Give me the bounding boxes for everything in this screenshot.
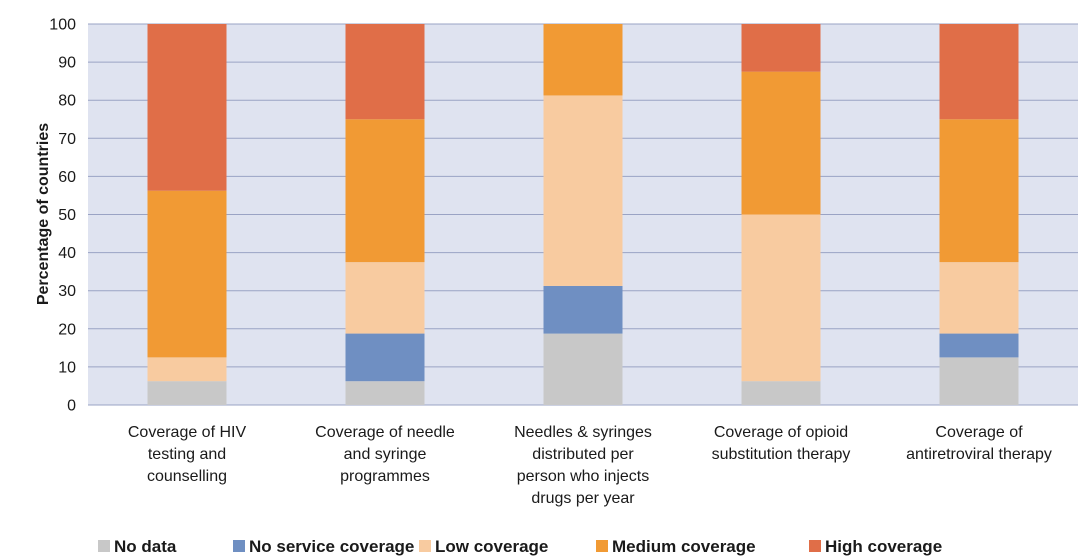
y-tick-label: 60 — [58, 169, 76, 186]
bar-segment — [741, 24, 821, 72]
bar-segment — [939, 262, 1019, 334]
y-tick-label: 40 — [58, 245, 76, 262]
y-tick-label: 30 — [58, 283, 76, 300]
bar-segment — [345, 24, 425, 120]
category-labels: Coverage of HIV testing and counsellingCov… — [128, 424, 1052, 507]
category-label: Coverage of HIV testing and counselling — [128, 424, 247, 485]
category-label-line: counselling — [147, 468, 227, 485]
category-label-line: Coverage of HIV — [128, 424, 247, 441]
y-tick-label: 70 — [58, 131, 76, 148]
y-tick-label: 90 — [58, 55, 76, 72]
y-tick-label: 10 — [58, 359, 76, 376]
bar-segment — [345, 262, 425, 334]
category-label-line: Needles & syringes — [514, 424, 652, 441]
category-label: Coverage of needle and syringe programmes — [315, 424, 455, 485]
bar-segment — [741, 71, 821, 215]
category-label-line: substitution therapy — [712, 446, 851, 463]
category-label-line: programmes — [340, 468, 430, 485]
legend-swatch — [98, 540, 110, 552]
legend-label: Low coverage — [435, 537, 548, 556]
category-label: Coverage of antiretroviral therapy — [906, 424, 1052, 463]
legend-swatch — [596, 540, 608, 552]
category-label-line: Coverage of needle — [315, 424, 455, 441]
category-label-line: testing and — [148, 446, 226, 463]
category-label-line: distributed per — [532, 446, 634, 463]
category-label-line: antiretroviral therapy — [906, 446, 1052, 463]
legend-label: Medium coverage — [612, 537, 756, 556]
legend-swatch — [809, 540, 821, 552]
legend-label: High coverage — [825, 537, 942, 556]
bar-segment — [147, 190, 227, 358]
y-tick-label: 0 — [67, 398, 76, 415]
category-label-line: Coverage of opioid — [714, 424, 848, 441]
y-tick-label: 20 — [58, 321, 76, 338]
bar-segment — [345, 381, 425, 405]
legend-swatch — [233, 540, 245, 552]
bars — [147, 24, 1019, 405]
bar-segment — [543, 24, 623, 96]
category-label-line: drugs per year — [531, 490, 635, 507]
bar-segment — [345, 333, 425, 382]
category-label-line: Coverage of — [935, 424, 1023, 441]
bar-segment — [345, 119, 425, 263]
category-label: Needles & syringes distributed per person … — [514, 424, 652, 507]
category-label-line: person who injects — [517, 468, 650, 485]
y-tick-label: 80 — [58, 93, 76, 110]
bar-segment — [543, 285, 623, 334]
bar-segment — [147, 357, 227, 382]
legend-swatch — [419, 540, 431, 552]
legend-label: No service coverage — [249, 537, 414, 556]
bar-segment — [741, 381, 821, 405]
bar-segment — [543, 333, 623, 405]
bar-segment — [939, 24, 1019, 120]
bar-segment — [939, 333, 1019, 358]
bar-segment — [147, 381, 227, 405]
y-tick-labels: 0 10 20 30 40 50 60 70 80 90 100 — [49, 17, 76, 415]
legend: No data No service coverage Low coverage Me… — [98, 537, 942, 556]
bar-segment — [543, 95, 623, 286]
y-tick-label: 100 — [49, 17, 76, 34]
bar-segment — [939, 119, 1019, 263]
y-tick-label: 50 — [58, 207, 76, 224]
category-label: Coverage of opioid substitution therapy — [712, 424, 851, 463]
bar-segment — [939, 357, 1019, 405]
legend-label: No data — [114, 537, 177, 556]
bar-segment — [741, 214, 821, 382]
category-label-line: and syringe — [344, 446, 427, 463]
y-axis-label: Percentage of countries — [35, 123, 52, 305]
bar-segment — [147, 24, 227, 191]
